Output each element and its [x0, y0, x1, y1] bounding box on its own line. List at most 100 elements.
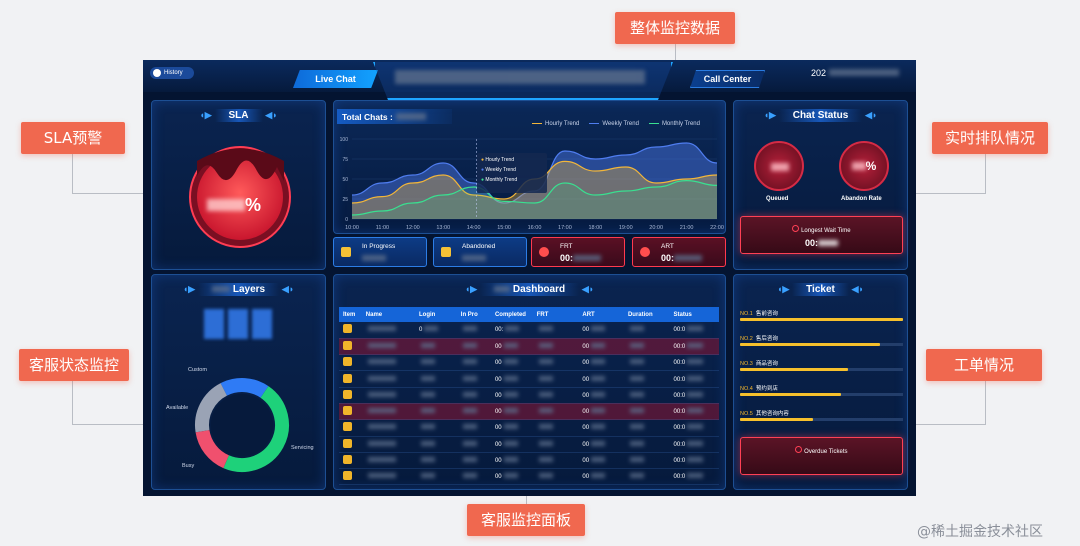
table-cell: 00 — [578, 403, 624, 421]
tab-live-chat[interactable]: Live Chat — [293, 70, 378, 88]
table-cell — [414, 452, 457, 470]
header-date: 202 — [811, 68, 900, 78]
series-line-2 — [351, 179, 718, 216]
ticket-item[interactable]: NO.4 预约到店 — [740, 384, 903, 396]
table-cell — [623, 468, 670, 486]
table-row[interactable]: 00 00 00:0 — [339, 436, 719, 453]
table-cell — [623, 419, 670, 437]
table-cell — [532, 452, 579, 470]
chart-legend: Hourly Trend Weekly Trend Monthly Trend — [532, 121, 710, 127]
abandon-rate-label: Abandon Rate — [841, 196, 882, 202]
stat-abandoned[interactable]: Abandoned — [433, 237, 527, 267]
ticket-item[interactable]: NO.2 售后咨询 — [740, 334, 903, 346]
stat-frt[interactable]: FRT 00: — [531, 237, 625, 267]
agent-board-callout: 客服监控面板 — [467, 504, 585, 536]
overdue-tickets-card[interactable]: Overdue Tickets — [740, 437, 903, 475]
hourglass-icon — [640, 247, 650, 257]
history-label: History — [164, 70, 183, 76]
table-cell: 00 — [490, 452, 533, 470]
history-button[interactable]: History — [150, 67, 194, 79]
series-area-2 — [352, 180, 717, 219]
table-cell — [456, 452, 491, 470]
table-cell — [456, 387, 491, 404]
col-header-completed[interactable]: Completed — [490, 307, 533, 322]
layers-panel: ◖▶ Layers ◀◗ Custom Available Busy Servi… — [151, 274, 326, 490]
watermark: @稀土掘金技术社区 — [917, 524, 1043, 540]
x-tick-label: 12:00 — [406, 225, 420, 231]
table-row[interactable]: 00 00 00:0 — [339, 387, 719, 404]
legend-busy: Busy — [182, 463, 195, 469]
table-cell — [361, 452, 415, 470]
table-cell — [623, 322, 670, 339]
dashboard-screen: History Live Chat Call Center 202 ◖▶ SLA… — [143, 60, 916, 496]
tab-call-center[interactable]: Call Center — [690, 70, 765, 88]
longest-wait-card[interactable]: Longest Wait Time 00: — [740, 216, 903, 254]
col-header-art[interactable]: ART — [578, 307, 624, 322]
table-cell: 00 — [578, 452, 624, 470]
table-row[interactable]: 00 00 00:0 — [339, 354, 719, 372]
table-cell — [623, 452, 670, 470]
x-tick-label: 17:00 — [558, 225, 572, 231]
trend-chart-panel: Total Chats : Hourly Trend Weekly Trend Mo… — [333, 100, 726, 234]
table-cell: 00 — [578, 387, 624, 404]
row-status-icon — [343, 373, 352, 383]
ticket-status-callout: 工单情况 — [926, 349, 1042, 381]
ticket-item[interactable]: NO.5 其他咨询内容 — [740, 409, 903, 421]
table-cell — [361, 403, 415, 421]
row-status-icon — [343, 324, 352, 334]
table-row[interactable]: 00 00 00:0 — [339, 419, 719, 437]
x-tick-label: 13:00 — [436, 225, 450, 231]
clock-icon — [153, 69, 161, 77]
table-cell — [361, 370, 415, 388]
y-tick-label: 25 — [342, 197, 348, 203]
legend-monthly-trend: Monthly Trend — [648, 121, 700, 127]
table-cell — [456, 354, 491, 372]
agent-table: Item Name Login In Pro Completed FRT ART Durati… — [339, 307, 719, 486]
table-cell — [623, 387, 670, 404]
table-cell — [623, 370, 670, 388]
stat-art[interactable]: ART 00: — [632, 237, 726, 267]
donut-segment-available — [195, 383, 228, 433]
table-row[interactable]: 00 00 00:0 — [339, 370, 719, 388]
table-cell — [414, 370, 457, 388]
y-tick-label: 0 — [345, 217, 348, 223]
table-row[interactable]: 00 00 00:0 — [339, 338, 719, 356]
agent-status-callout: 客服状态监控 — [19, 349, 129, 381]
col-header-item[interactable]: Item — [339, 307, 362, 322]
chat-icon — [341, 247, 351, 257]
stat-in-progress[interactable]: In Progress — [333, 237, 427, 267]
legend-available: Available — [166, 405, 189, 411]
table-cell — [532, 436, 579, 453]
ticket-bar-track — [740, 418, 903, 421]
x-tick-label: 18:00 — [588, 225, 602, 231]
col-header-status[interactable]: Status — [669, 307, 719, 322]
table-row[interactable]: 00 00 00:0 — [339, 468, 719, 486]
table-cell — [532, 354, 579, 372]
table-cell: 00 — [578, 436, 624, 453]
ticket-item[interactable]: NO.3 商品咨询 — [740, 359, 903, 371]
legend-weekly-trend: Weekly Trend — [589, 121, 639, 127]
table-cell: 00 — [578, 419, 624, 437]
table-cell: 00:0 — [669, 403, 719, 421]
col-header-frt[interactable]: FRT — [532, 307, 579, 322]
col-header-in-pro[interactable]: In Pro — [456, 307, 491, 322]
table-row[interactable]: 00 00 00:0 — [339, 452, 719, 470]
legend-servicing: Servicing — [291, 445, 314, 451]
table-row[interactable]: 00 00 00:0 — [339, 403, 719, 421]
ticket-rank: NO.3 — [740, 361, 753, 367]
col-header-login[interactable]: Login — [414, 307, 457, 322]
col-header-duration[interactable]: Duration — [623, 307, 670, 322]
row-status-icon — [343, 438, 352, 448]
table-cell: 00 — [578, 468, 624, 486]
table-cell — [414, 436, 457, 453]
table-cell: 00:0 — [669, 370, 719, 388]
table-cell — [623, 338, 670, 356]
legend-custom: Custom — [188, 367, 207, 373]
table-row[interactable]: 0 00: 00 00:0 — [339, 322, 719, 339]
table-cell — [456, 419, 491, 437]
layers-donut-chart — [195, 378, 289, 472]
col-header-name[interactable]: Name — [361, 307, 415, 322]
overall-monitoring-callout: 整体监控数据 — [615, 12, 735, 44]
ticket-rank: NO.5 — [740, 411, 753, 417]
ticket-item[interactable]: NO.1 售前咨询 — [740, 309, 903, 321]
